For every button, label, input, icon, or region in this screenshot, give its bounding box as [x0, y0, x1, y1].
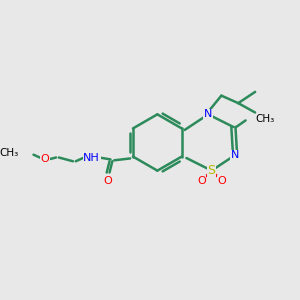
Text: S: S — [208, 164, 216, 177]
Text: O: O — [218, 176, 226, 186]
Text: CH₃: CH₃ — [0, 148, 19, 158]
Text: CH₃: CH₃ — [255, 115, 274, 124]
Text: O: O — [40, 154, 49, 164]
Text: NH: NH — [83, 152, 100, 163]
Text: O: O — [103, 176, 112, 186]
Text: N: N — [204, 110, 212, 119]
Text: O: O — [197, 176, 206, 186]
Text: N: N — [231, 150, 239, 160]
